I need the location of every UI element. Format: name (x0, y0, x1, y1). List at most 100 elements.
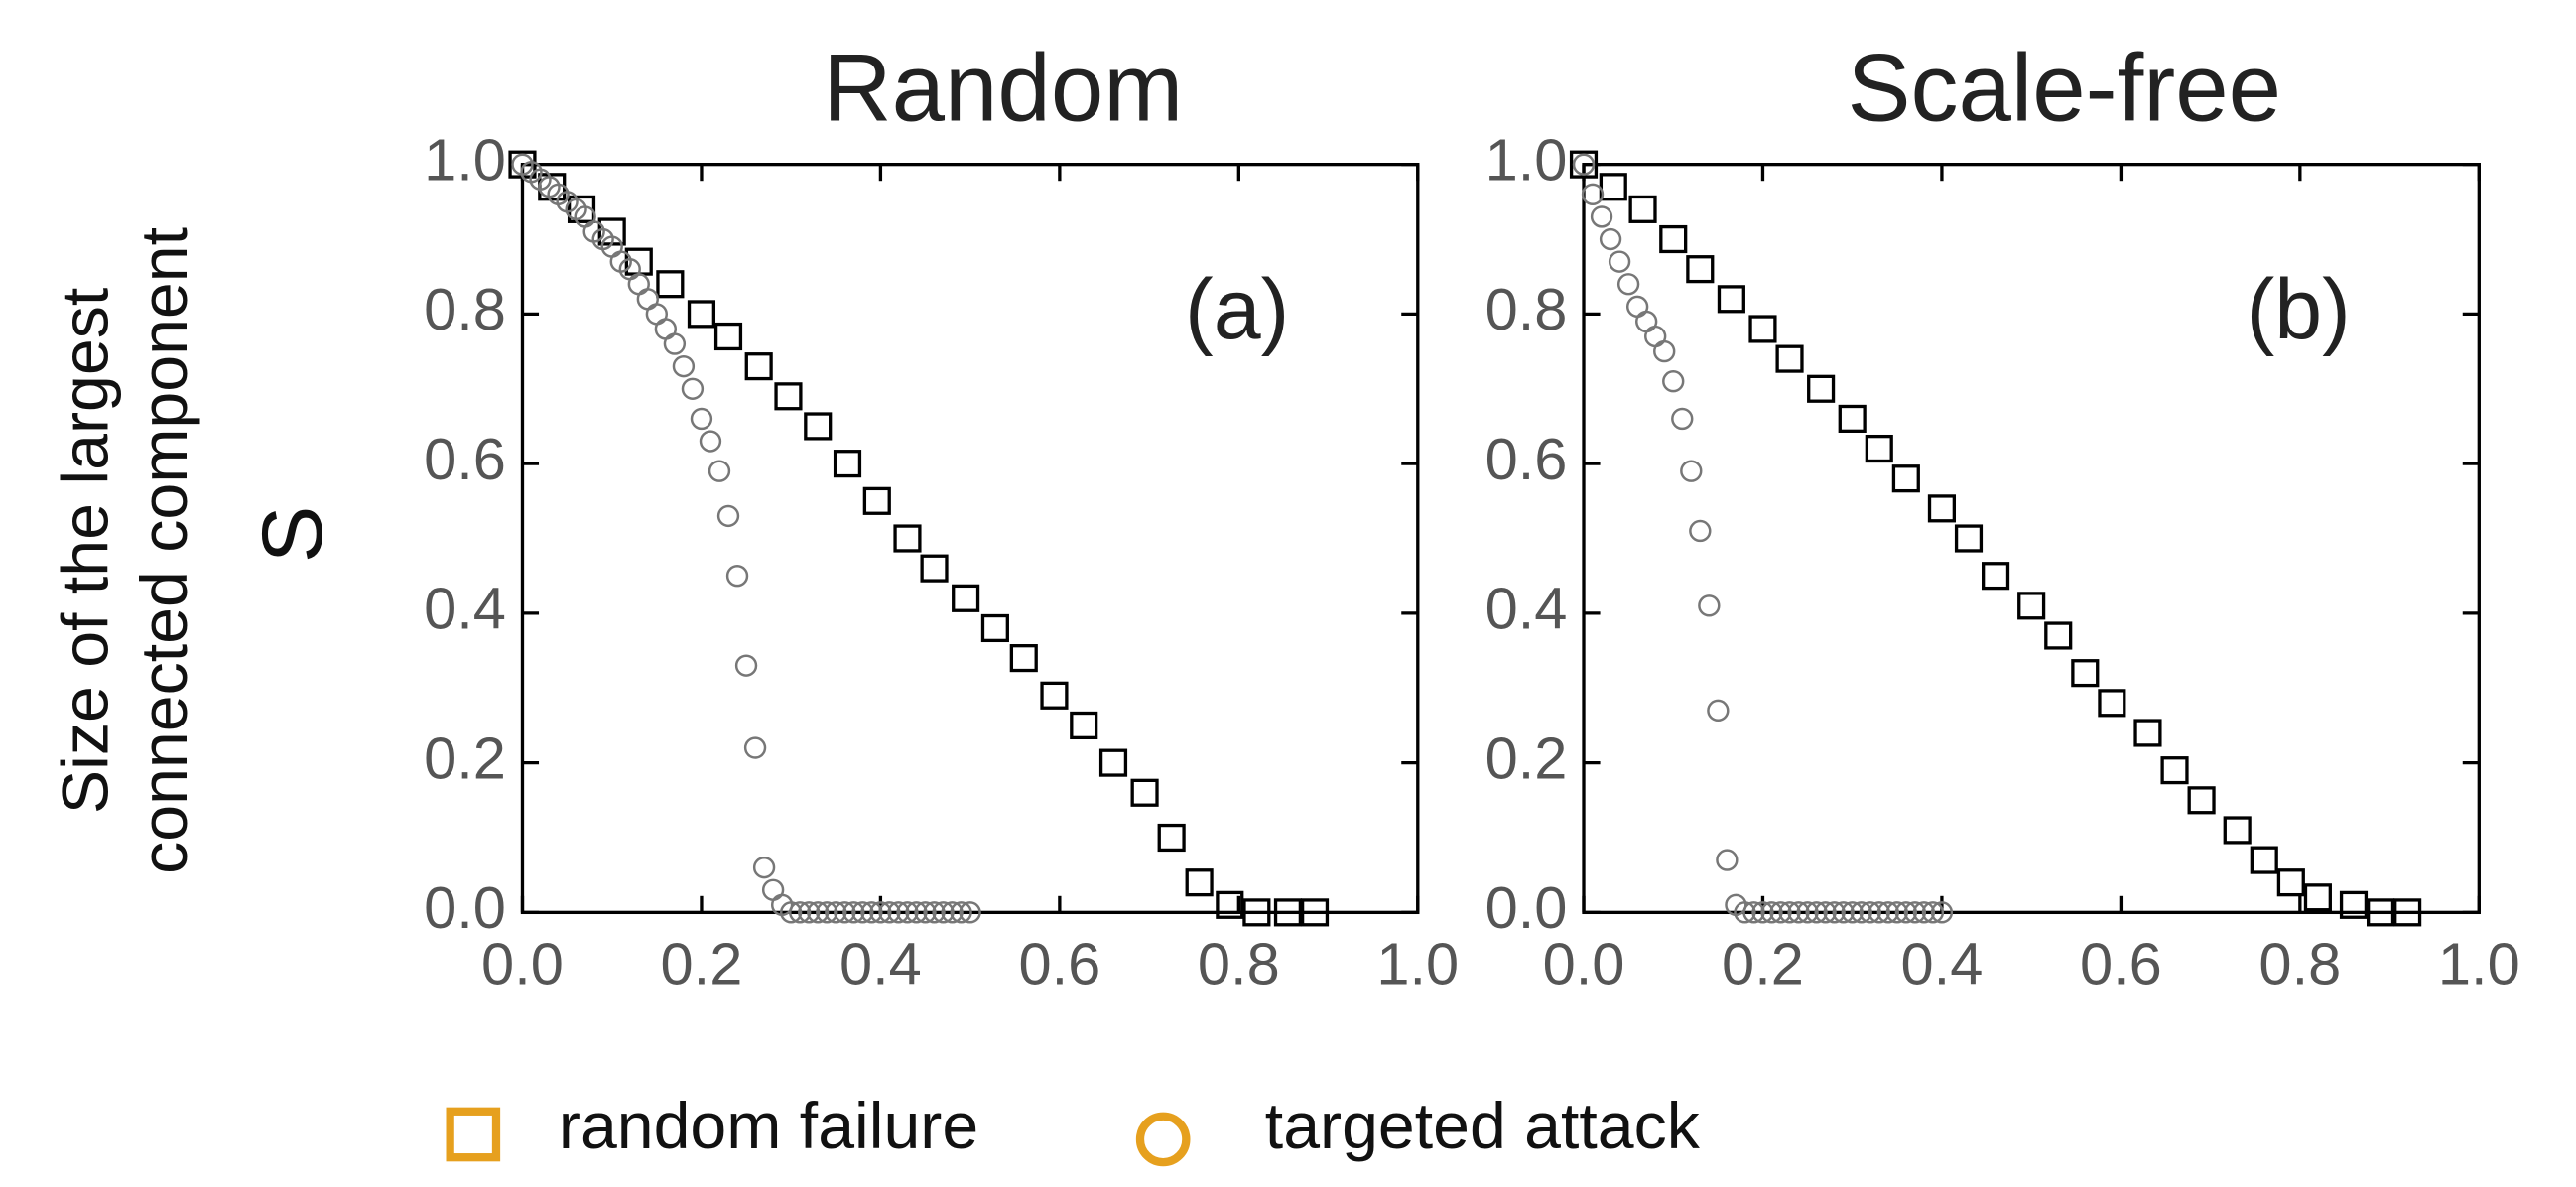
y-tick-label: 0.0 (1485, 874, 1568, 941)
point (887, 901, 910, 924)
point (1912, 901, 1936, 924)
point (878, 901, 901, 924)
point (1616, 273, 1640, 296)
point (1157, 823, 1186, 853)
point (1775, 344, 1804, 373)
y-axis-label: Size of the largest (50, 288, 123, 814)
point (1850, 901, 1872, 924)
point (1040, 681, 1069, 710)
point (804, 412, 833, 441)
point (798, 901, 821, 924)
point (1807, 374, 1836, 403)
point (1734, 901, 1756, 924)
point (2276, 868, 2305, 897)
point (1216, 890, 1244, 919)
point (2098, 689, 2126, 718)
chart-title: Scale-free (1847, 35, 2281, 141)
point (752, 856, 776, 879)
point (1659, 224, 1688, 254)
x-tick-label: 0.0 (481, 930, 564, 996)
y-tick-label: 0.2 (424, 725, 506, 791)
point (743, 736, 767, 759)
point (1707, 699, 1730, 723)
point (1698, 594, 1721, 617)
point (2303, 883, 2332, 912)
x-tick-label: 0.2 (661, 930, 743, 996)
point (687, 300, 716, 329)
point (734, 654, 758, 677)
point (1581, 183, 1605, 205)
point (1865, 434, 1893, 463)
point (1748, 315, 1777, 343)
point (780, 901, 803, 924)
point (923, 901, 946, 924)
point (1273, 898, 1303, 927)
point (1717, 285, 1745, 314)
point (893, 524, 922, 553)
point (1921, 901, 1945, 924)
point (1841, 901, 1864, 924)
plot-frame (1582, 162, 2481, 915)
point (1716, 849, 1739, 871)
point (1653, 339, 1676, 363)
point (1930, 901, 1954, 924)
legend-marker (1135, 1112, 1191, 1167)
point (1805, 901, 1828, 924)
point (1662, 370, 1685, 393)
y-axis-label: connected component (128, 227, 201, 874)
point (654, 318, 678, 340)
point (851, 901, 874, 924)
point (716, 504, 740, 528)
point (690, 407, 713, 431)
point (1300, 898, 1330, 927)
point (627, 273, 650, 296)
y-tick-label: 0.8 (1485, 276, 1568, 342)
point (1769, 901, 1792, 924)
point (807, 901, 830, 924)
point (1634, 310, 1658, 333)
point (2044, 621, 2073, 650)
panel-label: (b) (2247, 262, 2351, 357)
x-tick-label: 0.6 (1018, 930, 1100, 996)
point (1742, 901, 1765, 924)
point (1070, 711, 1098, 740)
point (1686, 255, 1715, 284)
point (816, 901, 838, 924)
point (825, 901, 847, 924)
y-tick-label: 0.0 (424, 874, 506, 941)
point (1981, 562, 2010, 591)
point (2223, 816, 2252, 845)
point (1098, 748, 1128, 777)
point (1859, 901, 1881, 924)
point (1751, 901, 1774, 924)
x-tick-label: 1.0 (2438, 930, 2520, 996)
point (932, 901, 955, 924)
point (1590, 205, 1613, 228)
point (1671, 407, 1694, 431)
point (2017, 592, 2046, 620)
point (1868, 901, 1890, 924)
point (1009, 644, 1038, 673)
y-tick-label: 0.2 (1485, 725, 1568, 791)
point (2339, 890, 2369, 919)
y-tick-label: 0.6 (1485, 426, 1568, 492)
point (1954, 524, 1984, 553)
point (1628, 195, 1657, 223)
x-tick-label: 0.0 (1543, 930, 1625, 996)
point (645, 303, 669, 326)
x-tick-label: 0.4 (1901, 930, 1984, 996)
point (1927, 494, 1957, 523)
point (725, 565, 749, 588)
point (713, 322, 743, 351)
y-tick-label: 0.8 (424, 276, 506, 342)
point (834, 901, 856, 924)
point (1625, 295, 1649, 319)
x-tick-label: 0.6 (2080, 930, 2162, 996)
x-tick-label: 0.8 (1198, 930, 1280, 996)
point (656, 270, 685, 299)
point (980, 613, 1009, 643)
y-axis-symbol: S (245, 506, 340, 563)
point (663, 332, 687, 355)
point (681, 377, 705, 400)
point (1832, 901, 1855, 924)
